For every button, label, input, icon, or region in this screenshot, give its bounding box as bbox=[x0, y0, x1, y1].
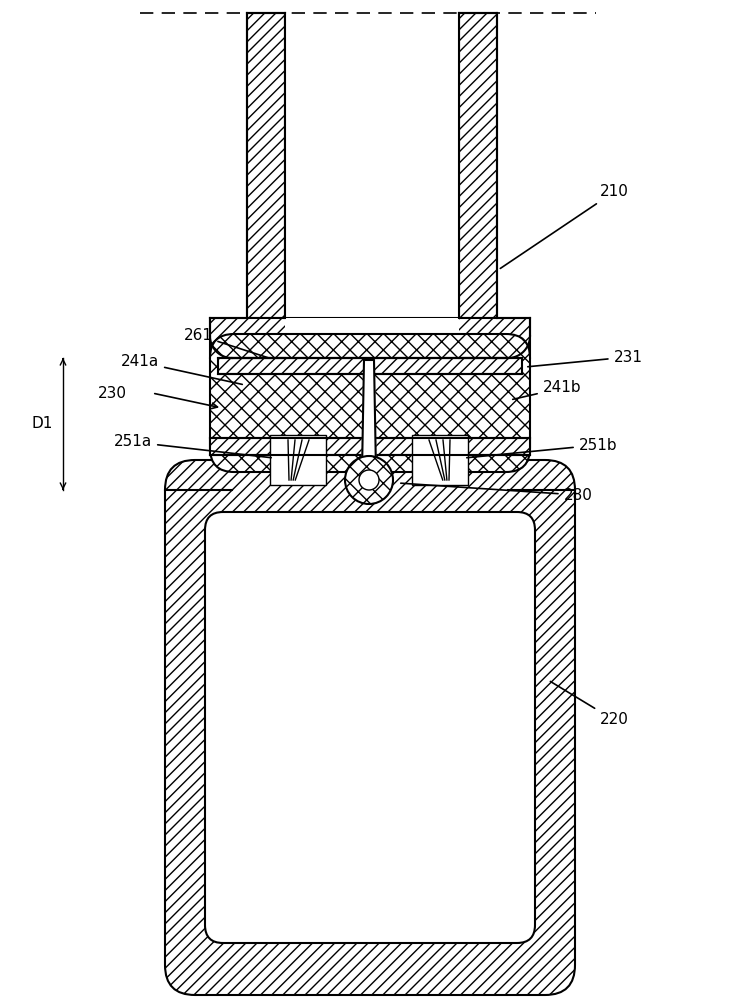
Bar bbox=[270, 435, 326, 485]
Circle shape bbox=[359, 470, 379, 490]
Text: 251a: 251a bbox=[114, 434, 272, 458]
Bar bbox=[285, 13, 459, 318]
Text: 280: 280 bbox=[400, 483, 592, 502]
Bar bbox=[210, 318, 530, 358]
Text: 241b: 241b bbox=[512, 380, 581, 399]
Bar bbox=[459, 13, 497, 318]
FancyBboxPatch shape bbox=[165, 460, 575, 995]
Text: 241a: 241a bbox=[121, 355, 242, 384]
Text: 230: 230 bbox=[97, 385, 127, 400]
Text: 251b: 251b bbox=[467, 438, 617, 458]
Bar bbox=[412, 435, 468, 485]
Circle shape bbox=[345, 456, 393, 504]
Text: D1: D1 bbox=[31, 416, 53, 432]
Bar bbox=[285, 318, 459, 358]
Text: 231: 231 bbox=[528, 350, 643, 367]
Text: 210: 210 bbox=[500, 184, 629, 268]
Bar bbox=[218, 358, 522, 374]
Text: 261: 261 bbox=[184, 328, 269, 358]
Bar bbox=[247, 13, 285, 318]
Polygon shape bbox=[362, 360, 376, 472]
Bar bbox=[210, 438, 530, 455]
FancyBboxPatch shape bbox=[210, 334, 530, 472]
Text: 220: 220 bbox=[550, 681, 629, 728]
FancyBboxPatch shape bbox=[205, 512, 535, 943]
